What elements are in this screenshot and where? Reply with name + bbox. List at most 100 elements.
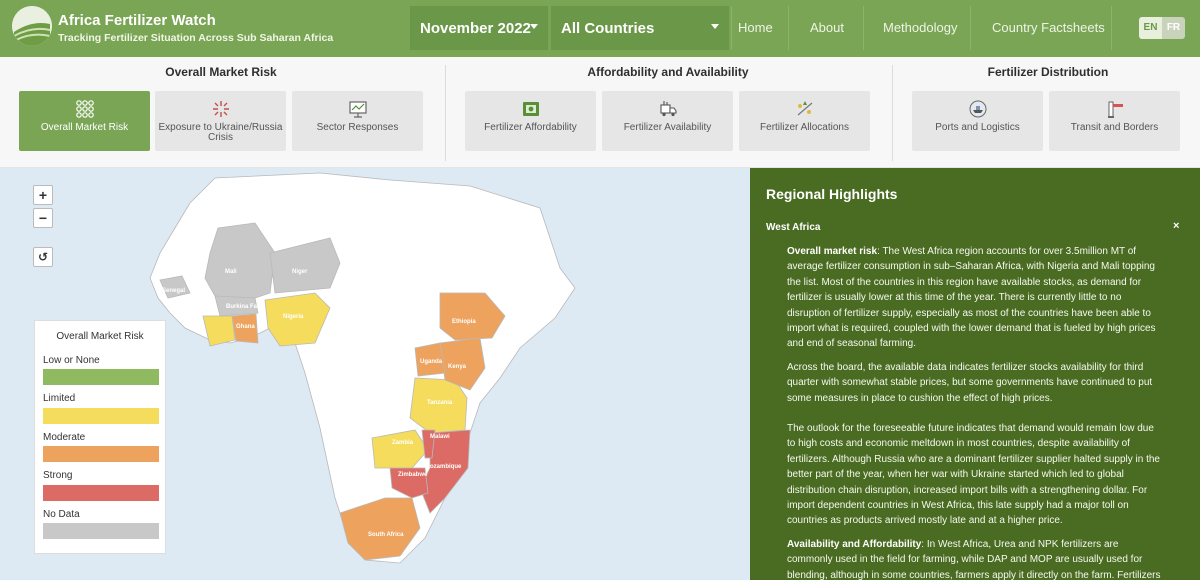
tile-label: Fertilizer Allocations — [760, 122, 849, 133]
panel-title: Regional Highlights — [766, 186, 898, 202]
legend-swatch-limited — [43, 408, 159, 424]
tile-label: Exposure to Ukraine/Russia Crisis — [158, 122, 283, 143]
tile-label: Overall Market Risk — [40, 122, 129, 133]
legend-label-low: Low or None — [43, 355, 100, 366]
tile-ports-logistics[interactable]: Ports and Logistics — [912, 91, 1043, 151]
tile-fertilizer-allocations[interactable]: Fertilizer Allocations — [739, 91, 870, 151]
map-label-burkina-faso: Burkina Faso — [226, 304, 264, 310]
regional-highlights-panel: Regional Highlights West Africa × Overal… — [750, 168, 1200, 580]
paragraph-text: : In West Africa, Urea and NPK fertilize… — [787, 539, 1161, 580]
nav-divider — [788, 6, 789, 50]
country-ethiopia — [439, 292, 506, 341]
africa-map[interactable]: Mali Niger Senegal Burkina Faso Ghana Ni… — [0, 168, 750, 580]
paragraph-text: : The West Africa region accounts for ov… — [787, 246, 1156, 350]
group-title-affordability-availability: Affordability and Availability — [587, 65, 749, 79]
country-burkina-faso — [214, 295, 259, 317]
map-label-niger: Niger — [292, 269, 308, 275]
lang-en-button[interactable]: EN — [1139, 17, 1162, 39]
close-icon[interactable]: × — [1173, 220, 1180, 232]
ship-icon — [969, 100, 987, 118]
map-legend: Overall Market Risk Low or None Limited … — [34, 320, 166, 554]
paragraph-availability-affordability: Availability and Affordability: In West … — [787, 537, 1163, 580]
truck-icon — [660, 101, 677, 117]
map-label-zambia: Zambia — [392, 440, 414, 446]
country-zimbabwe — [389, 467, 429, 499]
map-label-ethiopia: Ethiopia — [452, 319, 476, 325]
country-zambia — [371, 429, 429, 469]
country-ghana — [231, 313, 259, 344]
paragraph-outlook: The outlook for the foreseeable future i… — [787, 423, 1160, 527]
legend-swatch-strong — [43, 485, 159, 501]
group-title-overall-market-risk: Overall Market Risk — [165, 65, 277, 79]
zoom-out-button[interactable]: − — [33, 208, 53, 228]
tile-overall-market-risk[interactable]: Overall Market Risk — [19, 91, 150, 151]
country-kenya — [439, 337, 486, 391]
nav-divider — [731, 6, 732, 50]
tile-label: Fertilizer Affordability — [484, 122, 577, 133]
map-view[interactable]: Mali Niger Senegal Burkina Faso Ghana Ni… — [0, 168, 750, 580]
map-label-malawi: Malawi — [430, 434, 450, 440]
month-select-value: November 2022 — [420, 19, 531, 37]
region-header[interactable]: West Africa — [766, 222, 821, 233]
tile-label: Transit and Borders — [1070, 122, 1159, 133]
nav-methodology[interactable]: Methodology — [883, 20, 958, 35]
top-header: Africa Fertilizer Watch Tracking Fertili… — [0, 0, 1200, 57]
group-title-fertilizer-distribution: Fertilizer Distribution — [987, 65, 1109, 79]
map-label-mozambique: Mozambique — [425, 464, 462, 470]
category-bar: Overall Market Risk Affordability and Av… — [0, 57, 1200, 168]
country-malawi — [421, 429, 436, 459]
paragraph-availability-overview: Across the board, the available data ind… — [787, 362, 1153, 404]
language-toggle: EN FR — [1139, 17, 1185, 39]
reset-view-button[interactable]: ↺ — [33, 247, 53, 267]
crisis-icon — [213, 101, 229, 117]
legend-title: Overall Market Risk — [56, 331, 144, 342]
tile-fertilizer-affordability[interactable]: Fertilizer Affordability — [465, 91, 596, 151]
tile-fertilizer-availability[interactable]: Fertilizer Availability — [602, 91, 733, 151]
legend-label-no-data: No Data — [43, 509, 80, 520]
chevron-down-icon — [711, 24, 719, 29]
map-label-senegal: Senegal — [162, 288, 185, 294]
app-title[interactable]: Africa Fertilizer Watch — [58, 12, 216, 29]
border-barrier-icon — [1108, 101, 1123, 118]
legend-swatch-no-data — [43, 523, 159, 539]
chevron-down-icon — [530, 24, 538, 29]
circles-grid-icon — [76, 100, 94, 118]
map-label-kenya: Kenya — [448, 364, 467, 370]
logo[interactable] — [12, 6, 52, 46]
country-uganda — [414, 342, 446, 377]
tile-label: Sector Responses — [316, 122, 399, 133]
africa-landmass — [149, 172, 576, 564]
map-label-ghana: Ghana — [236, 324, 255, 330]
money-icon — [523, 102, 539, 116]
country-select-value: All Countries — [561, 19, 655, 37]
tile-label: Fertilizer Availability — [623, 122, 712, 133]
zoom-in-button[interactable]: + — [33, 185, 53, 205]
tile-label: Ports and Logistics — [935, 122, 1020, 133]
legend-swatch-low — [43, 369, 159, 385]
map-label-uganda: Uganda — [420, 359, 443, 365]
lang-fr-button[interactable]: FR — [1162, 17, 1185, 39]
nav-divider — [1111, 6, 1112, 50]
nav-home[interactable]: Home — [738, 20, 773, 35]
nav-about[interactable]: About — [810, 20, 844, 35]
tile-transit-borders[interactable]: Transit and Borders — [1049, 91, 1180, 151]
nav-divider — [970, 6, 971, 50]
country-senegal — [159, 275, 191, 299]
country-select[interactable]: All Countries — [551, 6, 729, 50]
map-label-zimbabwe: Zimbabwe — [398, 472, 428, 478]
tile-exposure-ukraine-russia[interactable]: Exposure to Ukraine/Russia Crisis — [155, 91, 286, 151]
nav-divider — [863, 6, 864, 50]
month-select[interactable]: November 2022 — [410, 6, 548, 50]
map-label-south-africa: South Africa — [368, 532, 404, 538]
map-label-nigeria: Nigeria — [283, 314, 304, 320]
tile-sector-responses[interactable]: Sector Responses — [292, 91, 423, 151]
country-ivory-coast — [202, 315, 236, 347]
legend-swatch-moderate — [43, 446, 159, 462]
country-nigeria — [264, 292, 331, 347]
group-divider — [892, 65, 893, 161]
legend-label-moderate: Moderate — [43, 432, 86, 443]
map-label-mali: Mali — [225, 269, 237, 275]
allocation-icon — [797, 101, 813, 116]
paragraph-overall-market-risk: Overall market risk: The West Africa reg… — [787, 244, 1163, 352]
nav-country-factsheets[interactable]: Country Factsheets — [992, 20, 1105, 35]
